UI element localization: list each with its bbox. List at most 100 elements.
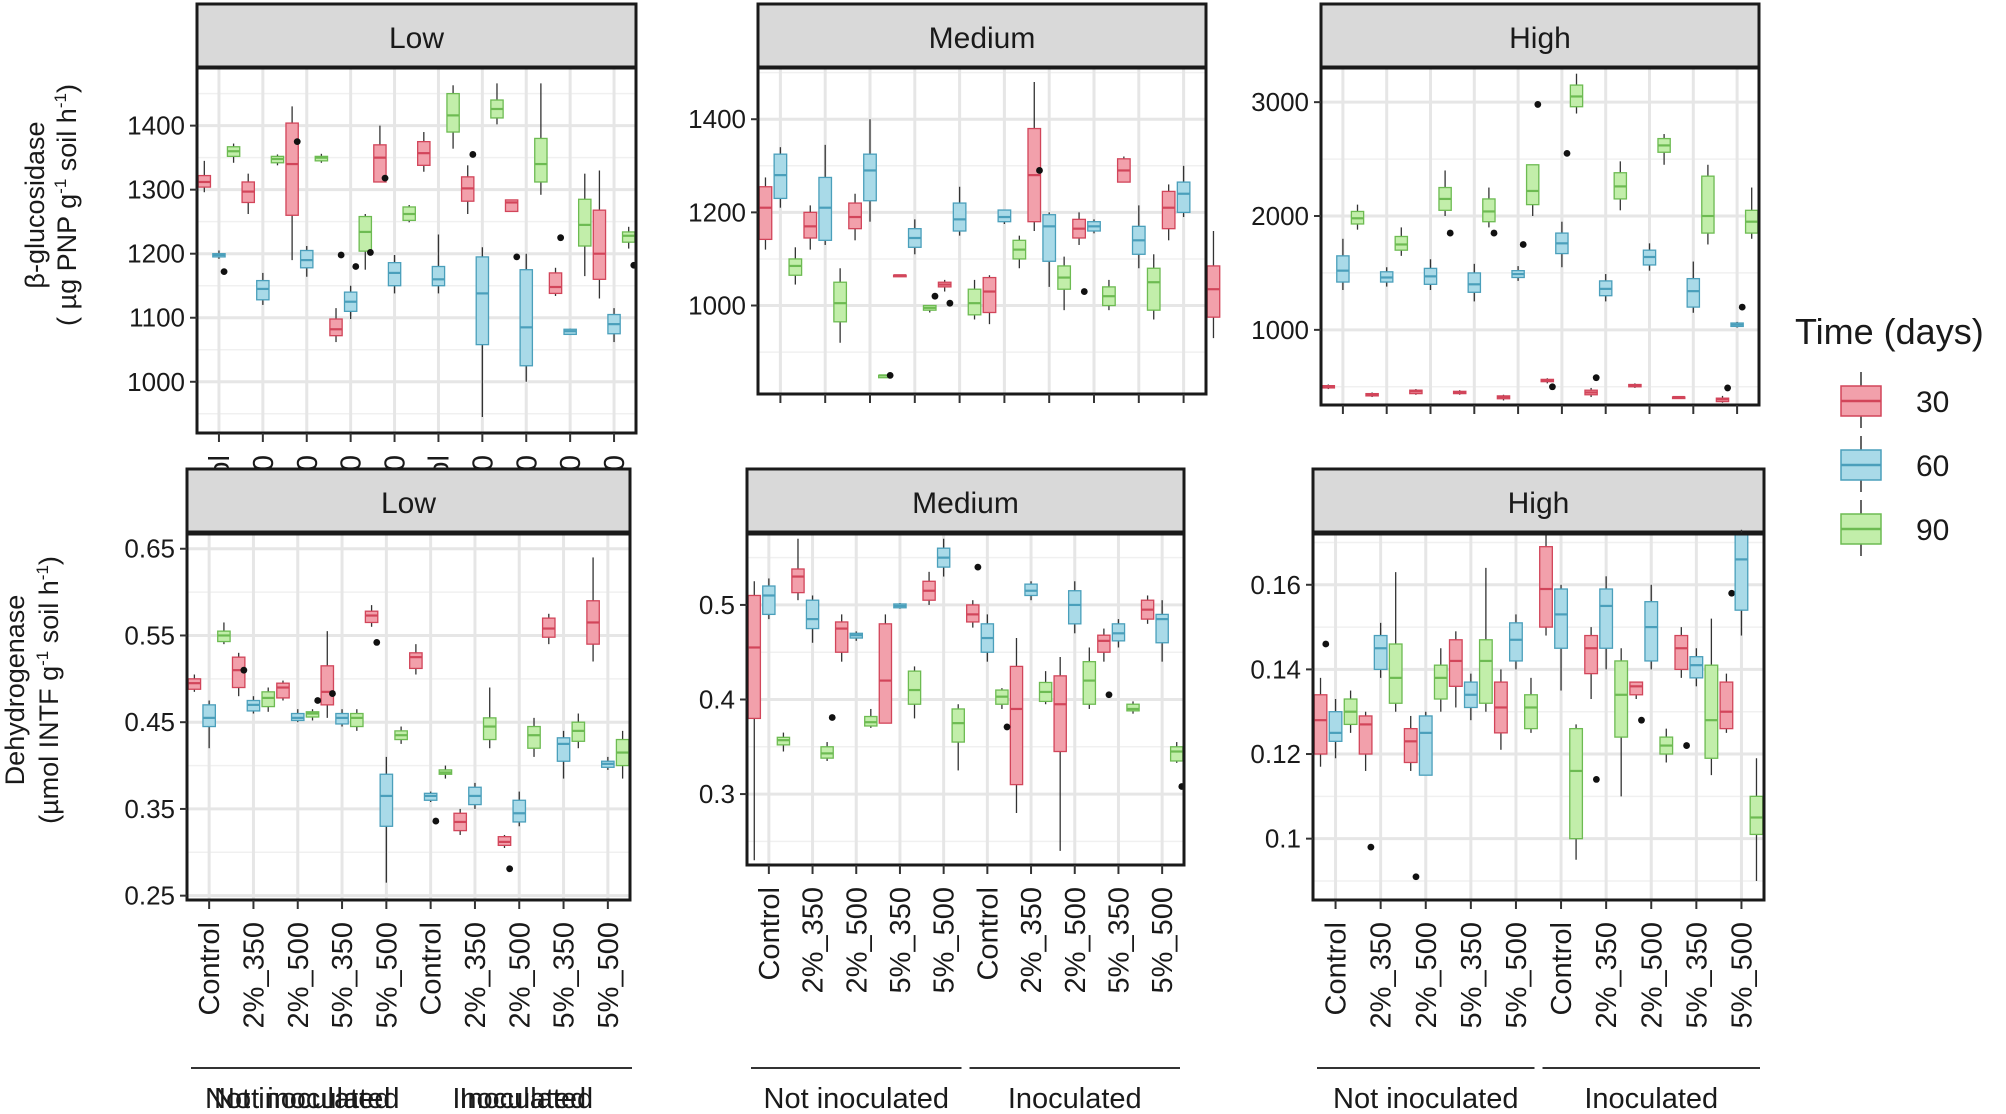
box — [1433, 664, 1448, 700]
box — [285, 122, 299, 216]
y-tick-label: 1400 — [688, 104, 746, 134]
box-30d-2%_350 — [460, 151, 477, 214]
box-60d-2%_500 — [849, 631, 864, 641]
x-axis — [1341, 405, 1739, 414]
y-tick-label: 0.65 — [124, 534, 175, 564]
x-tick-label: 5%_500 — [929, 887, 961, 993]
box-60d-5%_350 — [1686, 261, 1701, 313]
box-30d-2%_500 — [276, 680, 290, 701]
box-60d-5%_500 — [1176, 165, 1191, 218]
box — [1482, 198, 1496, 223]
outlier-point — [513, 253, 521, 261]
strip-label: Low — [381, 487, 436, 520]
outlier-point — [1724, 384, 1732, 392]
box — [1403, 727, 1418, 764]
outlier-point — [506, 865, 514, 873]
box — [1067, 590, 1082, 625]
box-90d-2%_500 — [527, 717, 541, 757]
box-90d-5%_500 — [394, 726, 408, 744]
box — [592, 209, 607, 280]
box — [1418, 715, 1433, 776]
gridlines — [187, 534, 630, 900]
box-60d-2%_350 — [256, 272, 270, 305]
box — [1388, 643, 1403, 704]
group-label: Not inoculated — [1333, 1083, 1518, 1114]
box — [863, 153, 877, 202]
box — [951, 708, 965, 743]
box-90d-Control — [788, 247, 803, 285]
outlier-point — [1080, 288, 1088, 295]
y-tick-label: 1000 — [1251, 315, 1309, 345]
box-30d-Control — [409, 644, 423, 675]
box — [256, 279, 270, 301]
outlier-point — [432, 817, 440, 825]
box-60d-5%_500 — [1155, 600, 1169, 662]
box-60d-2%_500 — [863, 119, 877, 222]
y-tick-label: 0.1 — [1265, 824, 1301, 854]
box-60d-2%_500 — [1423, 259, 1438, 291]
boxplots — [1313, 529, 1764, 881]
box — [431, 265, 446, 287]
box-90d-5%_350 — [1126, 701, 1140, 714]
box-60d-2%_500 — [1087, 219, 1101, 234]
box — [1448, 639, 1463, 687]
box-90d-2%_500 — [1433, 648, 1448, 712]
box — [952, 202, 967, 232]
box-30d-Control — [1321, 384, 1336, 390]
group-label: Inoculated — [1008, 1083, 1142, 1114]
x-tick-label: 5%_500 — [593, 922, 625, 1028]
box — [320, 665, 335, 706]
box-60d-5%_350 — [1463, 673, 1478, 721]
y-tick-label: 0.12 — [1250, 739, 1301, 769]
y-tick-label: 1000 — [688, 291, 746, 321]
x-tick-label: 5%_500 — [1147, 887, 1179, 993]
x-tick-label: 2%_500 — [283, 922, 315, 1028]
group-label: Inoculated — [459, 1083, 593, 1114]
box-30d-5%_500 — [1140, 595, 1155, 624]
box — [1644, 601, 1659, 662]
outlier-point — [293, 138, 301, 146]
outlier-point — [1003, 723, 1011, 731]
x-tick-label: 5%_350 — [549, 922, 581, 1028]
box — [1749, 795, 1764, 836]
outlier-point — [1322, 640, 1330, 648]
box-60d-2%_500 — [290, 709, 305, 723]
outlier-point — [946, 299, 954, 307]
box-90d-2%_350 — [820, 714, 836, 761]
box-60d-2%_350 — [1598, 274, 1613, 302]
boxplots — [758, 81, 1221, 379]
box-30d-2%_500 — [1072, 212, 1088, 295]
box-30d-5%_500 — [1715, 384, 1732, 403]
box-90d-2%_350 — [1394, 227, 1409, 256]
outlier-point — [1534, 101, 1542, 108]
boxplots — [197, 83, 638, 417]
box-60d-2%_500 — [512, 791, 527, 827]
y-axis: 0.3 0.4 0.5 — [699, 590, 747, 809]
x-tick-label: Control — [194, 922, 226, 1016]
panel-glu-high: High 1000 2000 3000 — [1251, 2, 1761, 414]
box-90d-2%_350 — [1614, 648, 1629, 797]
box — [1569, 727, 1584, 840]
box-30d-2%_500 — [504, 199, 521, 261]
box — [1554, 588, 1569, 649]
box-90d-Control — [1343, 690, 1358, 733]
x-tick-label: 2%_500 — [841, 887, 873, 993]
group-label: Not inoculated — [205, 1083, 390, 1114]
y-tick-label: 0.25 — [124, 881, 175, 911]
box-60d-5%_500 — [936, 538, 951, 577]
box — [364, 610, 379, 624]
panel-background — [187, 534, 630, 900]
box — [1686, 277, 1701, 308]
box — [482, 717, 497, 741]
y-axis: 0.25 0.35 0.45 0.55 0.65 — [124, 534, 187, 911]
box — [1394, 235, 1409, 251]
panel-border — [1311, 532, 1766, 902]
boxplots — [187, 557, 630, 883]
y-tick-label: 1000 — [127, 367, 185, 397]
legend-key-label: 90 — [1916, 514, 1949, 547]
y-tick-label: 0.14 — [1250, 654, 1301, 684]
box-60d-2%_500 — [1418, 711, 1433, 776]
y-tick-label: 0.35 — [124, 794, 175, 824]
x-tick-label: 5%_500 — [1726, 922, 1758, 1028]
x-tick-label: 2%_350 — [1366, 922, 1398, 1028]
